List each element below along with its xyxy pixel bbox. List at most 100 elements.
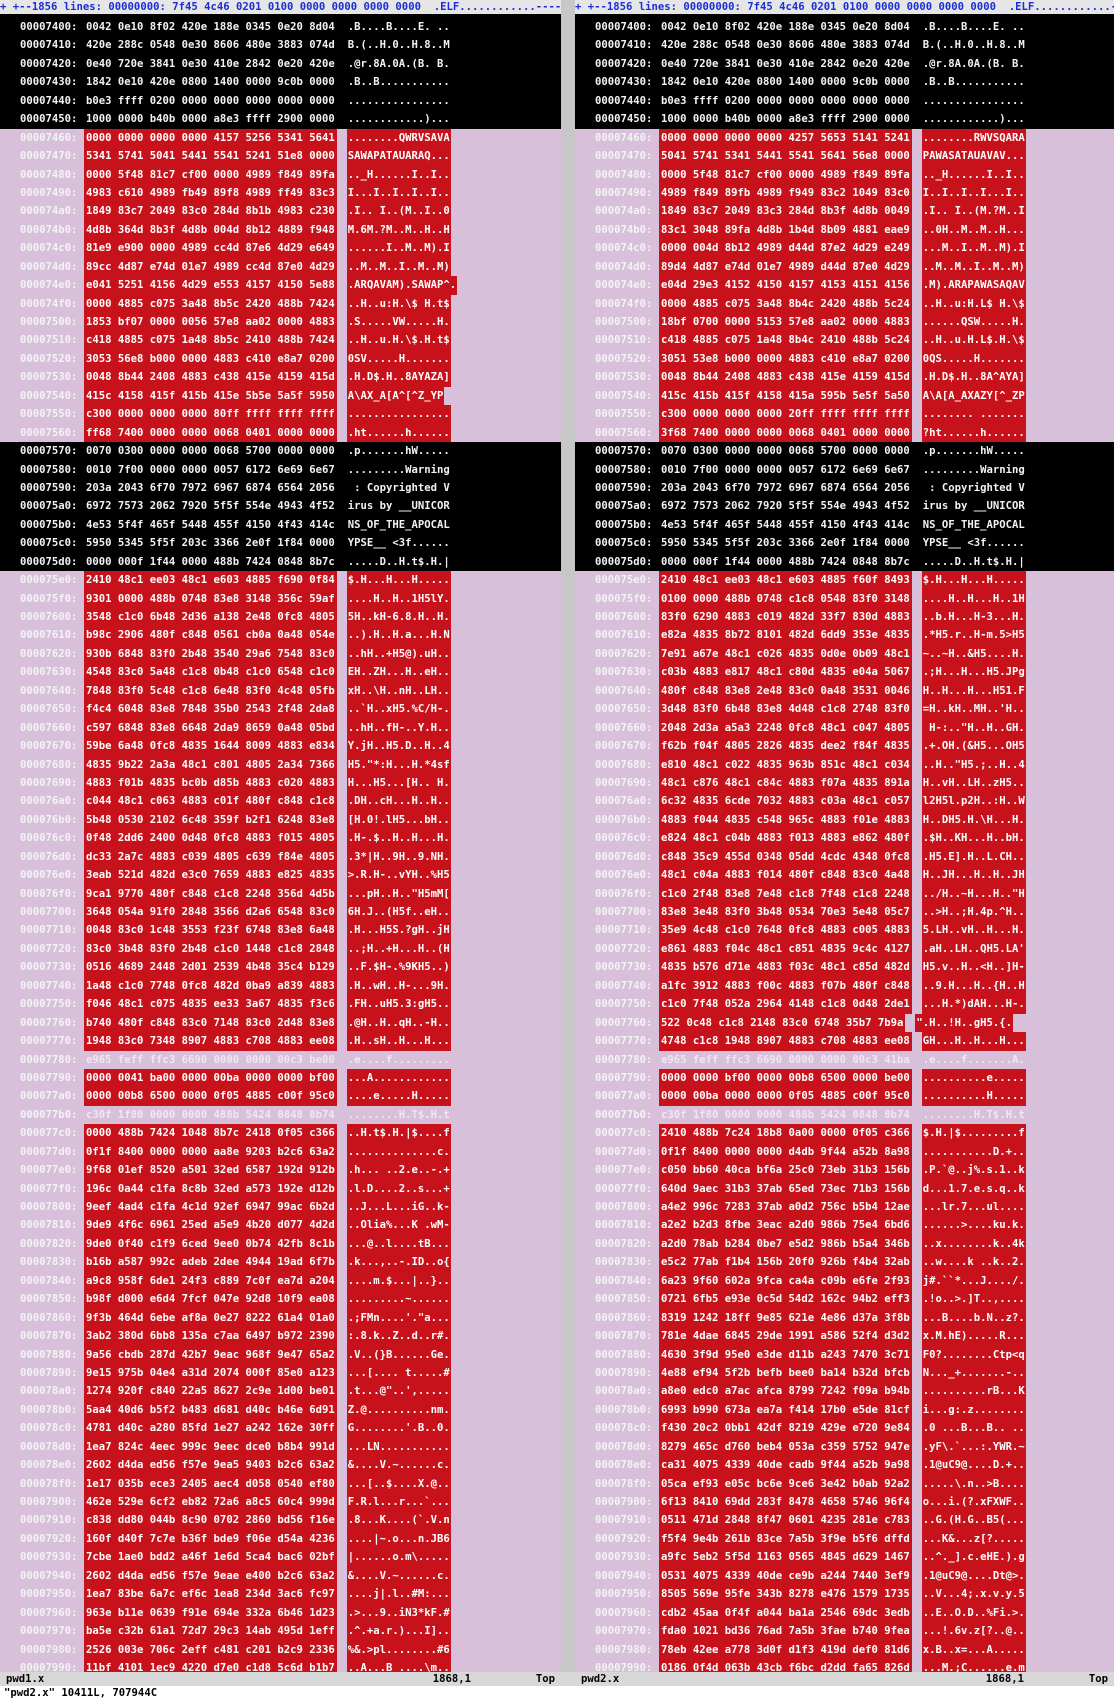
hex-line[interactable]: 00007480: 0000 5f48 81c7 cf00 0000 4989 f… bbox=[575, 165, 1114, 184]
hex-line[interactable]: 00007430: 1842 0e10 420e 0800 1400 0000 9… bbox=[0, 73, 561, 92]
hex-line[interactable]: 00007420: 0e40 720e 3841 0e30 410e 2842 0… bbox=[0, 54, 561, 74]
hex-line[interactable]: 000077b0: c30f 1f80 0000 0000 488b 5424 0… bbox=[0, 1105, 561, 1125]
hex-line[interactable]: 000077a0: 0000 00ba 0000 0000 0f05 4885 c… bbox=[575, 1087, 1114, 1106]
hex-line[interactable]: 00007720: e861 4883 f04c 48c1 c851 4835 9… bbox=[575, 939, 1114, 959]
hex-line[interactable]: 00007570: 0070 0300 0000 0000 0068 5700 0… bbox=[575, 442, 1114, 461]
hex-line[interactable]: 00007730: 4835 b576 d71e 4883 f03c 48c1 c… bbox=[575, 958, 1114, 977]
hex-line[interactable]: 00007660: c597 6848 83e8 6648 2da9 8659 0… bbox=[0, 718, 561, 738]
hex-line[interactable]: 00007920: 160f d40f 7c7e b36f bde9 f06e d… bbox=[0, 1529, 561, 1549]
left-hex-pane[interactable]: + +--1856 lines: 00000000: 7f45 4c46 020… bbox=[0, 0, 561, 1672]
hex-line[interactable]: 00007760: 522 0c48 c1c8 2148 83c0 6748 35… bbox=[575, 1013, 1114, 1033]
hex-line[interactable]: 00007660: 2048 2d3a a5a3 2248 0fc8 48c1 c… bbox=[575, 718, 1114, 738]
hex-line[interactable]: 00007400: 0042 0e10 8f02 420e 188e 0345 0… bbox=[0, 18, 561, 37]
hex-line[interactable]: 00007440: b0e3 ffff 0200 0000 0000 0000 0… bbox=[575, 91, 1114, 111]
hex-line[interactable]: 00007730: 0516 4689 2448 2d01 2539 4b48 3… bbox=[0, 958, 561, 977]
hex-line[interactable]: 000074d0: 89cc 4d87 e74d 01e7 4989 cc4d 8… bbox=[0, 257, 561, 277]
hex-line[interactable]: 00007790: 0000 0041 ba00 0000 00ba 0000 0… bbox=[0, 1068, 561, 1088]
hex-line[interactable]: 00007430: 1842 0e10 420e 0800 1400 0000 9… bbox=[575, 73, 1114, 92]
hex-line[interactable]: 000076b0: 5b48 0530 2102 6c48 359f b2f1 6… bbox=[0, 810, 561, 830]
hex-line[interactable]: 00007610: e82a 4835 8b72 8101 482d 6dd9 3… bbox=[575, 626, 1114, 645]
hex-line[interactable]: 000074c0: 0000 004d 8b12 4989 d44d 87e2 4… bbox=[575, 239, 1114, 258]
hex-line[interactable]: 00007910: 0511 471d 2848 8f47 0601 4235 2… bbox=[575, 1511, 1114, 1530]
hex-line[interactable]: 00007540: 415c 4158 415f 415b 415e 5b5e 5… bbox=[0, 386, 561, 406]
hex-line[interactable]: 00007560: 3f68 7400 0000 0000 0068 0401 0… bbox=[575, 423, 1114, 443]
hex-line[interactable]: 00007450: 1000 0000 b40b 0000 a8e3 ffff 2… bbox=[0, 110, 561, 129]
hex-line[interactable]: 00007770: 4748 c1c8 1948 8907 4883 c708 4… bbox=[575, 1032, 1114, 1051]
hex-line[interactable]: 00007500: 1853 bf07 0000 0056 57e8 aa02 0… bbox=[0, 313, 561, 332]
hex-line[interactable]: 00007940: 0531 4075 4339 40de ce9b a244 7… bbox=[575, 1566, 1114, 1586]
hex-line[interactable]: 00007540: 415c 415b 415f 4158 415a 595b 5… bbox=[575, 386, 1114, 406]
hex-line[interactable]: 00007550: c300 0000 0000 0000 80ff ffff f… bbox=[0, 405, 561, 424]
hex-line[interactable]: 00007500: 18bf 0700 0000 5153 57e8 aa02 0… bbox=[575, 313, 1114, 332]
hex-line[interactable]: 00007630: 4548 83c0 5a48 c1c8 0b48 c1c0 6… bbox=[0, 663, 561, 682]
hex-line[interactable]: 000078f0: 05ca ef93 e05c bc6e 9ce6 3e42 b… bbox=[575, 1474, 1114, 1494]
hex-line[interactable]: 00007970: fda0 1021 bd36 76ad 7a5b 3fae b… bbox=[575, 1622, 1114, 1641]
hex-line[interactable]: 00007470: 5041 5741 5341 5441 5541 5641 5… bbox=[575, 147, 1114, 166]
hex-line[interactable]: 00007700: 3648 054a 91f0 2848 3566 d2a6 6… bbox=[0, 903, 561, 922]
hex-line[interactable]: 00007680: e810 48c1 c022 4835 963b 851c 4… bbox=[575, 755, 1114, 774]
hex-line[interactable]: 00007460: 0000 0000 0000 0000 4157 5256 5… bbox=[0, 128, 561, 148]
hex-line[interactable]: 00007690: 48c1 c876 48c1 c84c 4883 f07a 4… bbox=[575, 773, 1114, 793]
hex-line[interactable]: 00007530: 0048 8b44 2408 4883 c438 415e 4… bbox=[0, 368, 561, 387]
hex-line[interactable]: 000074c0: 81e9 e900 0000 4989 cc4d 87e6 4… bbox=[0, 239, 561, 258]
hex-line[interactable]: 00007760: b740 480f c848 83c0 7148 83c0 2… bbox=[0, 1013, 561, 1033]
hex-line[interactable]: 00007510: c418 4885 c075 1a48 8b5c 2410 4… bbox=[0, 331, 561, 350]
hex-line[interactable]: 00007600: 3548 c1c0 6b48 2d36 a138 2e48 0… bbox=[0, 608, 561, 627]
hex-line[interactable]: 00007570: 0070 0300 0000 0000 0068 5700 0… bbox=[0, 442, 561, 461]
hex-line[interactable]: 00007490: 4989 f849 89fb 4989 f949 83c2 1… bbox=[575, 183, 1114, 203]
hex-line[interactable]: 000077d0: 0f1f 8400 0000 0000 aa8e 9203 b… bbox=[0, 1142, 561, 1162]
hex-line[interactable]: 000076b0: 4883 f044 4835 c548 965c 4883 f… bbox=[575, 810, 1114, 830]
hex-line[interactable]: 00007960: 963e b11e 0639 f91e 694e 332a 6… bbox=[0, 1603, 561, 1623]
hex-line[interactable]: 00007900: 462e 529e 6cf2 eb82 72a6 a8c5 6… bbox=[0, 1493, 561, 1512]
hex-line[interactable]: 000076f0: c1c0 2f48 83e8 7e48 c1c8 7f48 c… bbox=[575, 884, 1114, 904]
hex-line[interactable]: 00007880: 4630 3f9d 95e0 e3de d11b a243 7… bbox=[575, 1345, 1114, 1364]
hex-line[interactable]: 00007510: c418 4885 c075 1a48 8b4c 2410 4… bbox=[575, 331, 1114, 350]
hex-line[interactable]: 000077e0: 9f68 01ef 8520 a501 32ed 6587 1… bbox=[0, 1161, 561, 1180]
hex-line[interactable]: 000078b0: 6993 b990 673a ea7a f414 17b0 e… bbox=[575, 1400, 1114, 1420]
hex-line[interactable]: 00007650: 3d48 83f0 6b48 83e8 4d48 c1c8 2… bbox=[575, 700, 1114, 719]
hex-line[interactable]: 00007900: 6f13 8410 69dd 283f 8478 4658 5… bbox=[575, 1493, 1114, 1512]
hex-line[interactable]: 00007780: e965 feff ffc3 6690 0000 0000 0… bbox=[575, 1050, 1114, 1069]
fold-header[interactable]: + +--1856 lines: 00000000: 7f45 4c46 020… bbox=[575, 0, 1114, 14]
hex-line[interactable]: 000074b0: 83c1 3048 89fa 4d8b 1b4d 8b09 4… bbox=[575, 220, 1114, 240]
hex-line[interactable]: 00007820: a2d0 78ab b284 0be7 e5d2 986b b… bbox=[575, 1234, 1114, 1254]
hex-line[interactable]: 000078d0: 1ea7 824c 4eec 999c 9eec dce0 b… bbox=[0, 1437, 561, 1457]
hex-line[interactable]: 00007820: 9de0 0f40 c1f9 6ced 9ee0 0b74 4… bbox=[0, 1234, 561, 1254]
hex-line[interactable]: 000078a0: a8e0 edc0 a7ac afca 8799 7242 f… bbox=[575, 1382, 1114, 1401]
hex-line[interactable]: 00007890: 9e15 975b 04e4 a31d 2074 000f 8… bbox=[0, 1363, 561, 1383]
hex-line[interactable]: 000078a0: 1274 920f c840 22a5 8627 2c9e 1… bbox=[0, 1382, 561, 1401]
hex-line[interactable]: 00007710: 35e9 4c48 c1c0 7648 0fc8 4883 c… bbox=[575, 921, 1114, 940]
hex-line[interactable]: 00007740: a1fc 3912 4883 f00c 4883 f07b 4… bbox=[575, 976, 1114, 996]
hex-line[interactable]: 000078e0: 2602 d4da ed56 f57e 9ea5 9403 b… bbox=[0, 1456, 561, 1475]
hex-line[interactable]: 000076d0: c848 35c9 455d 0348 05dd 4cdc 4… bbox=[575, 847, 1114, 867]
hex-line[interactable]: 00007580: 0010 7f00 0000 0000 0057 6172 6… bbox=[575, 460, 1114, 479]
hex-line[interactable]: 00007940: 2602 d4da ed56 f57e 9eae e400 b… bbox=[0, 1566, 561, 1586]
hex-line[interactable]: 000077a0: 0000 00b8 6500 0000 0f05 4885 c… bbox=[0, 1087, 561, 1106]
hex-line[interactable]: 000075a0: 6972 7573 2062 7920 5f5f 554e 4… bbox=[575, 497, 1114, 516]
hex-line[interactable]: 00007890: 4e88 ef94 5f2b befb bee0 ba14 b… bbox=[575, 1363, 1114, 1383]
hex-line[interactable]: 000074d0: 89d4 4d87 e74d 01e7 4989 d44d 8… bbox=[575, 257, 1114, 277]
hex-line[interactable]: 00007980: 78eb 42ee a778 3d0f d1f3 419d d… bbox=[575, 1640, 1114, 1659]
hex-line[interactable]: 00007780: e965 feff ffc3 6690 0000 0000 0… bbox=[0, 1050, 561, 1069]
hex-line[interactable]: 00007670: 59be 6a48 0fc8 4835 1644 8009 4… bbox=[0, 737, 561, 756]
hex-line[interactable]: 00007610: b98c 2906 480f c848 0561 cb0a 0… bbox=[0, 626, 561, 645]
hex-line[interactable]: 000077f0: 640d 9aec 31b3 37ab 65ed 73ec 7… bbox=[575, 1179, 1114, 1199]
hex-line[interactable]: 00007980: 2526 003e 706c 2eff c481 c201 b… bbox=[0, 1640, 561, 1659]
hex-line[interactable]: 00007740: 1a48 c1c0 7748 0fc8 482d 0ba9 a… bbox=[0, 976, 561, 996]
hex-line[interactable]: 00007850: 0721 6fb5 e93e 0c5d 54d2 162c 9… bbox=[575, 1290, 1114, 1309]
hex-line[interactable]: 00007620: 930b 6848 83f0 2b48 3540 29a6 7… bbox=[0, 644, 561, 664]
hex-line[interactable]: 000075d0: 0000 000f 1f44 0000 488b 7424 0… bbox=[0, 552, 561, 572]
hex-line[interactable]: 00007640: 7848 83f0 5c48 c1c8 6e48 83f0 4… bbox=[0, 681, 561, 701]
hex-line[interactable]: 00007600: 83f0 6290 4883 c019 482d 33f7 8… bbox=[575, 608, 1114, 627]
hex-line[interactable]: 00007850: b98f d000 e6d4 7fcf 047e 92d8 1… bbox=[0, 1290, 561, 1309]
hex-line[interactable]: 000074b0: 4d8b 364d 8b3f 4d8b 004d 8b12 4… bbox=[0, 220, 561, 240]
hex-line[interactable]: 00007920: f5f4 9e4b 261b 83ce 7a5b 3f9e b… bbox=[575, 1529, 1114, 1549]
hex-line[interactable]: 00007440: b0e3 ffff 0200 0000 0000 0000 0… bbox=[0, 91, 561, 111]
hex-line[interactable]: 00007400: 0042 0e10 8f02 420e 188e 0345 0… bbox=[575, 18, 1114, 37]
hex-line[interactable]: 00007970: ba5e c32b 61a1 72d7 29c3 14ab 4… bbox=[0, 1622, 561, 1641]
hex-line[interactable]: 000077c0: 0000 488b 7424 1048 8b7c 2418 0… bbox=[0, 1124, 561, 1143]
hex-line[interactable]: 000076e0: 48c1 c04a 4883 f014 480f c848 8… bbox=[575, 866, 1114, 885]
hex-line[interactable]: 000076f0: 9ca1 9770 480f c848 c1c8 2248 3… bbox=[0, 884, 561, 904]
hex-line[interactable]: 00007930: a9fc 5eb2 5f5d 1163 0565 4845 d… bbox=[575, 1548, 1114, 1567]
hex-line[interactable]: 000077f0: 196c 0a44 c1fa 8c8b 32ed a573 1… bbox=[0, 1179, 561, 1199]
